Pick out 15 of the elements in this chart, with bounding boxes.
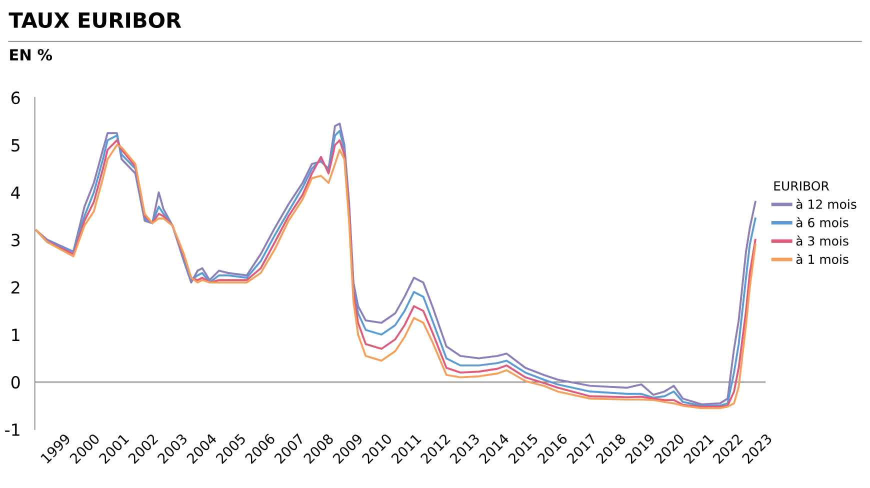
- y-tick-label: 5: [12, 139, 20, 152]
- y-tick-label: 1: [12, 328, 20, 341]
- legend-title: EURIBOR: [774, 181, 830, 191]
- y-tick-label: 3: [12, 234, 20, 246]
- chart-title: TAUX EURIBOR: [8, 12, 182, 28]
- legend-label: à 3 mois: [796, 236, 848, 246]
- y-tick-label: 4: [11, 186, 20, 199]
- legend-label: à 1 mois: [796, 254, 848, 264]
- y-tick-label: 2: [12, 281, 20, 294]
- y-tick-label: 0: [11, 376, 20, 389]
- y-tick-label: -1: [5, 424, 20, 436]
- y-tick-label: 6: [11, 92, 20, 104]
- legend-label: à 6 mois: [796, 217, 848, 228]
- chart-subtitle: EN %: [10, 48, 52, 61]
- legend-label: à 12 mois: [796, 198, 856, 209]
